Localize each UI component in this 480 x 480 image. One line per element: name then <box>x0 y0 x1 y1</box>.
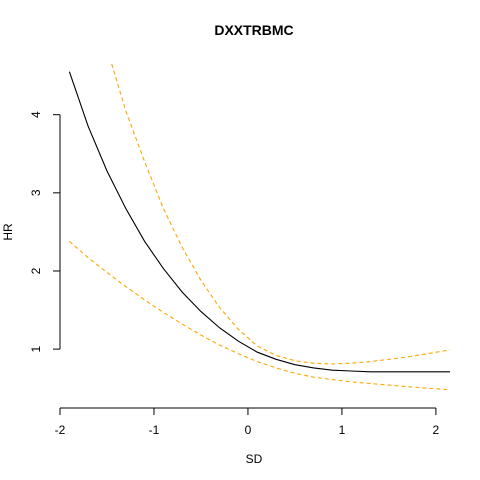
lower-confidence-line <box>69 240 451 391</box>
hr-estimate-line <box>68 71 450 373</box>
x-tick-label: 1 <box>339 423 346 437</box>
y-tick-label: 1 <box>29 345 43 352</box>
x-axis-label: SD <box>246 452 263 466</box>
y-tick-label: 3 <box>29 189 43 196</box>
x-tick-label: 0 <box>245 423 252 437</box>
y-tick-label: 2 <box>29 267 43 274</box>
chart-title: DXXTRBMC <box>214 22 293 38</box>
y-tick-label: 4 <box>29 111 43 118</box>
x-tick-label: -1 <box>149 423 160 437</box>
upper-confidence-line <box>111 63 451 365</box>
x-axis-ticks: -2 -1 0 1 2 <box>55 408 440 437</box>
y-axis-ticks: 1 2 3 4 <box>29 111 60 352</box>
y-axis-label: HR <box>1 223 15 241</box>
series-group <box>68 63 451 391</box>
x-tick-label: 2 <box>433 423 440 437</box>
x-tick-label: -2 <box>55 423 66 437</box>
